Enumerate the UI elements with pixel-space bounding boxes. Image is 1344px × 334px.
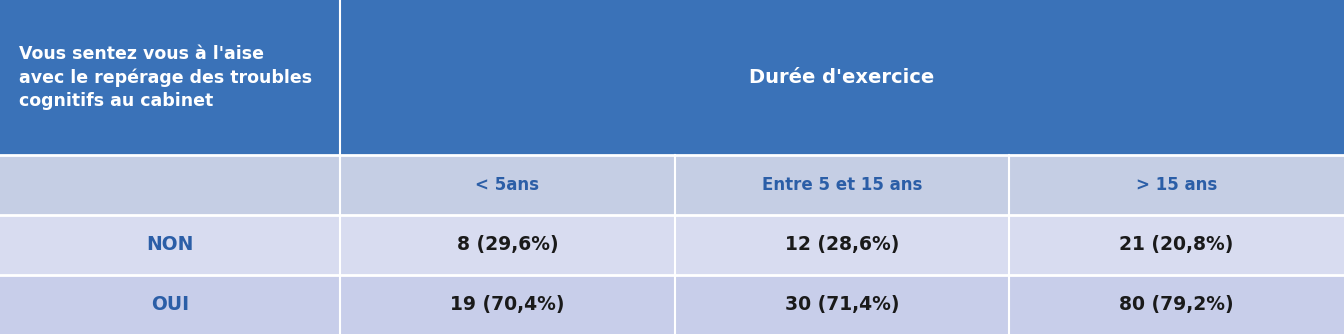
Text: 12 (28,6%): 12 (28,6%): [785, 235, 899, 255]
Text: NON: NON: [146, 235, 194, 255]
Bar: [1009, 155, 1344, 215]
Bar: [340, 275, 675, 334]
Text: Durée d'exercice: Durée d'exercice: [750, 68, 934, 87]
Bar: [0, 0, 340, 155]
Bar: [675, 155, 1009, 215]
Text: < 5ans: < 5ans: [476, 176, 539, 194]
Text: 8 (29,6%): 8 (29,6%): [457, 235, 558, 255]
Bar: [0, 155, 340, 215]
Bar: [340, 0, 1344, 155]
Text: 30 (71,4%): 30 (71,4%): [785, 295, 899, 314]
Bar: [675, 275, 1009, 334]
Text: > 15 ans: > 15 ans: [1136, 176, 1218, 194]
Text: 19 (70,4%): 19 (70,4%): [450, 295, 564, 314]
Text: 80 (79,2%): 80 (79,2%): [1120, 295, 1234, 314]
Text: Vous sentez vous à l'aise
avec le repérage des troubles
cognitifs au cabinet: Vous sentez vous à l'aise avec le repéra…: [19, 44, 312, 111]
Bar: [675, 215, 1009, 275]
Text: OUI: OUI: [151, 295, 190, 314]
Bar: [340, 155, 675, 215]
Bar: [0, 275, 340, 334]
Bar: [340, 215, 675, 275]
Bar: [1009, 215, 1344, 275]
Bar: [1009, 275, 1344, 334]
Text: Entre 5 et 15 ans: Entre 5 et 15 ans: [762, 176, 922, 194]
Text: 21 (20,8%): 21 (20,8%): [1120, 235, 1234, 255]
Bar: [0, 215, 340, 275]
